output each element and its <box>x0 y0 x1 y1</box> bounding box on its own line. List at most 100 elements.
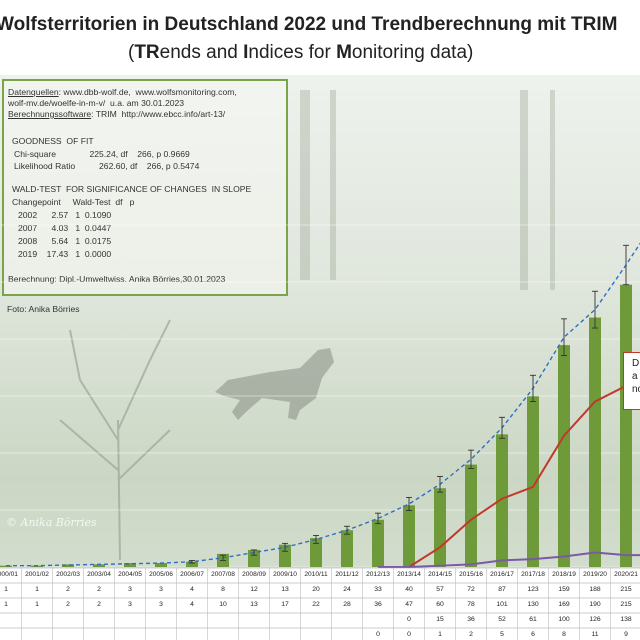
chart-title: Wolfsterritorien in Deutschland 2022 und… <box>0 14 618 35</box>
table-value: 159 <box>558 586 570 593</box>
category-label: 2006/07 <box>180 571 204 578</box>
table-value: 1 <box>35 601 39 608</box>
table-value: 2 <box>97 586 101 593</box>
bar <box>310 538 322 567</box>
category-label: 2005/06 <box>149 571 173 578</box>
bar <box>372 519 384 567</box>
table-value: 12 <box>250 586 258 593</box>
category-label: 2014/15 <box>428 571 452 578</box>
table-value: 1 <box>438 631 442 638</box>
photo-credit: Foto: Anika Börries <box>7 304 80 314</box>
table-value: 1 <box>4 601 8 608</box>
table-value: 2 <box>66 586 70 593</box>
table-value: 13 <box>281 586 289 593</box>
wolf-silhouette <box>215 348 334 420</box>
table-value: 126 <box>589 616 601 623</box>
table-value: 11 <box>591 631 598 638</box>
bar <box>527 396 539 567</box>
table-value: 33 <box>374 586 382 593</box>
bar <box>589 317 601 567</box>
bar <box>155 563 167 567</box>
table-value: 188 <box>589 586 601 593</box>
category-label: 2020/21 <box>614 571 638 578</box>
bar <box>620 284 632 567</box>
table-value: 57 <box>436 586 444 593</box>
table-value: 17 <box>281 601 289 608</box>
table-value: 52 <box>498 616 506 623</box>
watermark: © Anika Börries <box>6 516 97 529</box>
bar <box>465 464 477 567</box>
bar <box>496 434 508 567</box>
table-value: 1 <box>4 586 8 593</box>
bar <box>93 564 105 567</box>
category-label: 2017/18 <box>521 571 545 578</box>
table-value: 10 <box>219 601 227 608</box>
table-value: 0 <box>407 616 411 623</box>
table-value: 60 <box>436 601 444 608</box>
category-label: 2009/10 <box>273 571 297 578</box>
bar <box>248 549 260 567</box>
bar <box>341 530 353 567</box>
category-label: 2012/13 <box>366 571 390 578</box>
bar <box>403 505 415 567</box>
table-value: 3 <box>159 601 163 608</box>
table-value: 22 <box>312 601 320 608</box>
table-value: 100 <box>558 616 570 623</box>
table-value: 2 <box>97 601 101 608</box>
table-value: 36 <box>374 601 382 608</box>
table-value: 87 <box>498 586 506 593</box>
table-value: 9 <box>624 631 628 638</box>
category-label: 2001/02 <box>25 571 49 578</box>
table-value: 40 <box>405 586 413 593</box>
table-value: 215 <box>620 601 632 608</box>
table-value: 4 <box>190 586 194 593</box>
table-value: 28 <box>343 601 351 608</box>
table-value: 169 <box>558 601 570 608</box>
table-value: 190 <box>589 601 601 608</box>
data-table-background <box>0 568 640 640</box>
table-value: 1 <box>35 586 39 593</box>
table-value: 3 <box>159 586 163 593</box>
chart-subtitle: (TRends and Indices for Monitoring data) <box>128 42 474 63</box>
bar <box>124 563 136 567</box>
statistics-info-box: Datenquellen: www.dbb-wolf.de, www.wolfs… <box>2 79 288 296</box>
category-label: 2002/03 <box>56 571 80 578</box>
table-value: 123 <box>527 586 539 593</box>
table-value: 61 <box>529 616 537 623</box>
bar <box>62 564 74 567</box>
table-value: 0 <box>407 631 411 638</box>
bar <box>279 544 291 567</box>
purple-series-line <box>378 551 640 568</box>
category-label: 2003/04 <box>87 571 111 578</box>
table-value: 8 <box>221 586 225 593</box>
category-label: 2015/16 <box>459 571 483 578</box>
table-value: 20 <box>312 586 320 593</box>
table-value: 3 <box>128 586 132 593</box>
table-value: 47 <box>405 601 413 608</box>
table-value: 72 <box>467 586 475 593</box>
table-value: 3 <box>128 601 132 608</box>
table-value: 5 <box>500 631 504 638</box>
table-value: 78 <box>467 601 475 608</box>
table-value: 138 <box>620 616 632 623</box>
table-value: 6 <box>531 631 535 638</box>
category-label: 2011/12 <box>335 571 359 578</box>
bar <box>434 488 446 567</box>
category-label: 2010/11 <box>304 571 328 578</box>
trend-line <box>6 242 640 567</box>
table-value: 4 <box>190 601 194 608</box>
category-label: 2019/20 <box>583 571 607 578</box>
table-value: 13 <box>250 601 258 608</box>
category-label: 2018/19 <box>552 571 576 578</box>
category-label: 2004/05 <box>118 571 142 578</box>
table-value: 36 <box>467 616 475 623</box>
table-value: 8 <box>562 631 566 638</box>
category-label: 2000/01 <box>0 571 18 578</box>
category-label: 2013/14 <box>397 571 421 578</box>
table-value: 0 <box>376 631 380 638</box>
table-value: 2 <box>66 601 70 608</box>
category-label: 2016/17 <box>490 571 514 578</box>
table-value: 15 <box>436 616 444 623</box>
category-label: 2008/09 <box>242 571 266 578</box>
